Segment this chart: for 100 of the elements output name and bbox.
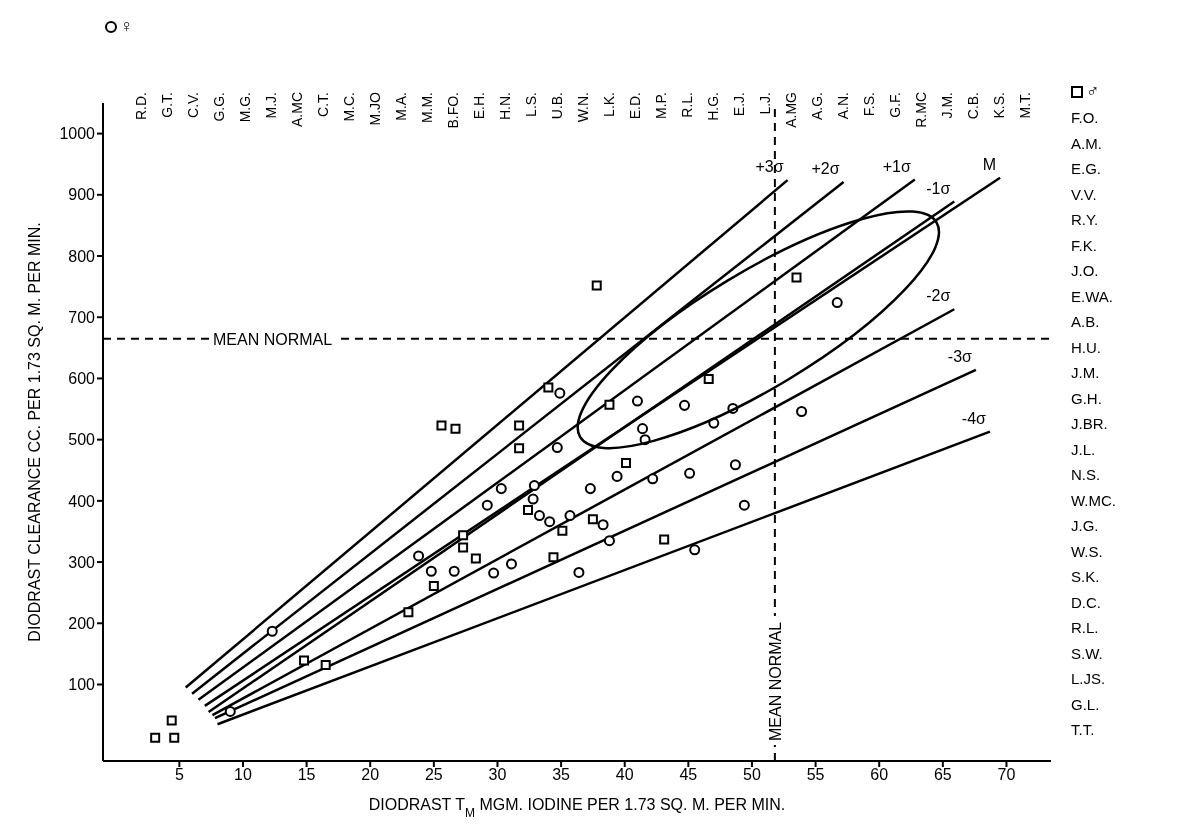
series-label: -2σ — [926, 287, 951, 305]
annotation: G.G. — [211, 92, 227, 122]
text: E.WA. — [1071, 287, 1113, 305]
point — [554, 387, 566, 399]
point — [548, 552, 559, 563]
annotation: F.S. — [861, 92, 877, 117]
point — [533, 510, 545, 522]
point — [436, 420, 447, 431]
annotation: E.D. — [627, 92, 643, 120]
annotation: M.P. — [653, 92, 669, 119]
annotation: B.FO. — [445, 92, 461, 129]
point — [320, 659, 331, 670]
point — [703, 374, 714, 385]
text: J.O. — [1071, 262, 1099, 279]
point — [150, 732, 161, 743]
y-tick-label: 400 — [68, 492, 96, 510]
point — [514, 443, 525, 454]
point — [584, 483, 596, 495]
point — [528, 480, 540, 492]
annotation: M.J. — [263, 92, 279, 119]
point — [729, 459, 741, 471]
x-tick-label: 45 — [679, 766, 698, 784]
annotation: M.T. — [1017, 92, 1033, 119]
annotation: M.G. — [237, 92, 253, 123]
y-tick-label: 900 — [68, 186, 96, 204]
text: F.O. — [1071, 109, 1099, 126]
point — [403, 607, 414, 618]
point — [796, 405, 808, 417]
annotation: A.MC — [289, 92, 305, 127]
x-tick-label: 55 — [806, 766, 825, 784]
series-label: +2σ — [811, 159, 840, 177]
point — [514, 420, 525, 431]
x-tick-label: 10 — [234, 766, 252, 784]
point — [679, 399, 691, 411]
y-tick-label: 700 — [68, 308, 96, 326]
point — [684, 467, 696, 479]
point — [631, 395, 643, 407]
point — [543, 382, 554, 393]
point — [791, 272, 802, 283]
point — [299, 655, 310, 666]
annotation: A.MG — [783, 92, 799, 128]
point — [448, 565, 460, 577]
point — [831, 297, 843, 309]
text: D.C. — [1071, 593, 1101, 611]
text: E.G. — [1071, 160, 1102, 177]
x-tick-label: 60 — [870, 766, 889, 784]
point — [564, 510, 576, 522]
text: G.H. — [1071, 389, 1102, 407]
text: A.B. — [1071, 313, 1100, 330]
annotation: M.JO — [367, 92, 383, 126]
legend-label: ♂ — [1086, 81, 1100, 102]
point — [495, 483, 507, 495]
y-tick-label: 500 — [68, 431, 96, 449]
point — [266, 625, 278, 637]
text: J.G. — [1071, 517, 1099, 534]
annotation: E.H. — [471, 92, 487, 120]
annotation: C.B. — [965, 92, 981, 120]
annotation: W.N. — [575, 92, 591, 123]
text: R.Y. — [1071, 211, 1099, 228]
point — [425, 565, 437, 577]
point — [597, 519, 609, 531]
annotation: R.L. — [679, 92, 695, 118]
point — [166, 715, 177, 726]
point — [620, 457, 631, 468]
annotation: J.M. — [939, 92, 955, 119]
point — [458, 530, 469, 541]
y-tick-label: 100 — [68, 676, 96, 694]
point — [551, 442, 563, 454]
annotation: G.F. — [887, 92, 903, 118]
point — [689, 544, 701, 556]
annotation: C.V. — [185, 92, 201, 118]
point — [481, 499, 493, 511]
point — [527, 493, 539, 505]
text: N.S. — [1071, 466, 1101, 483]
annotation: H.G. — [705, 92, 721, 121]
point — [587, 514, 598, 525]
point — [573, 566, 585, 578]
text: W.S. — [1071, 542, 1103, 560]
series-label: -4σ — [961, 409, 987, 427]
x-tick-label: 35 — [552, 766, 571, 784]
annotation: M.A. — [393, 92, 409, 121]
annotation: L.J. — [757, 92, 773, 115]
text: R.L. — [1071, 619, 1099, 636]
annotation: U.B. — [549, 92, 565, 120]
annotation: M.M. — [419, 92, 435, 124]
point — [458, 542, 469, 553]
series-label: +3σ — [755, 158, 784, 176]
annotation: G.T. — [159, 92, 175, 118]
text: A.M. — [1071, 134, 1102, 152]
series-label: +1σ — [882, 157, 911, 175]
point — [603, 535, 615, 547]
y-tick-label: 800 — [68, 247, 96, 265]
point — [428, 580, 439, 591]
x-tick-label: 50 — [743, 766, 761, 784]
y-tick-label: 200 — [68, 614, 96, 632]
text: V.V. — [1071, 185, 1097, 203]
point — [591, 280, 602, 291]
series-label: M — [982, 155, 997, 173]
text: S.K. — [1071, 568, 1100, 585]
point — [544, 516, 556, 528]
